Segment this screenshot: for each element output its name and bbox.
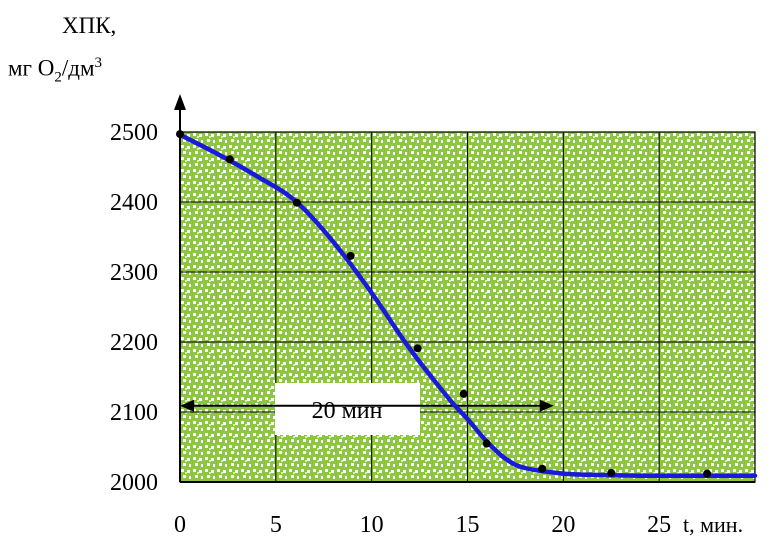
x-tick-label: 15 <box>456 512 480 537</box>
annotation-label: 20 мин <box>312 398 383 424</box>
x-tick-labels: 0 5 10 15 20 25 <box>174 512 671 537</box>
series-curve <box>177 132 758 478</box>
data-point <box>292 198 301 207</box>
data-point <box>482 439 491 448</box>
x-tick-label: 0 <box>174 512 186 537</box>
x-tick-label: 10 <box>360 512 384 537</box>
annotation-box <box>275 383 420 435</box>
y-tick-label: 2000 <box>110 470 158 496</box>
data-point <box>225 155 234 164</box>
y-tick-label: 2500 <box>110 120 158 146</box>
data-point <box>346 251 355 260</box>
axes <box>174 94 755 483</box>
y-axis-arrow <box>174 94 186 110</box>
annotation-arrow-left <box>180 399 194 412</box>
y-tick-label: 2100 <box>110 400 158 426</box>
data-point <box>607 468 616 477</box>
x-tick-label: 20 <box>551 512 575 537</box>
x-tick-label: 5 <box>270 512 282 537</box>
annotation-arrow-right <box>539 399 554 412</box>
data-points <box>176 130 712 478</box>
x-tick-label: 25 <box>647 512 671 537</box>
y-tick-label: 2400 <box>110 190 158 216</box>
y-tick-labels: 2500 2400 2300 2200 2100 2000 <box>110 120 158 496</box>
y-axis-label-line1: ХПК, <box>62 13 117 38</box>
data-point <box>176 130 184 139</box>
data-point <box>413 344 422 353</box>
annotation-20-min: 20 мин <box>180 383 554 435</box>
data-point <box>703 469 712 478</box>
data-point <box>459 389 468 398</box>
y-tick-label: 2200 <box>110 330 158 356</box>
x-axis-label: t, мин. <box>683 512 743 537</box>
y-tick-label: 2300 <box>110 260 158 286</box>
y-axis-label-line2: мг O2/дм3 <box>8 55 103 86</box>
data-point <box>538 464 547 473</box>
